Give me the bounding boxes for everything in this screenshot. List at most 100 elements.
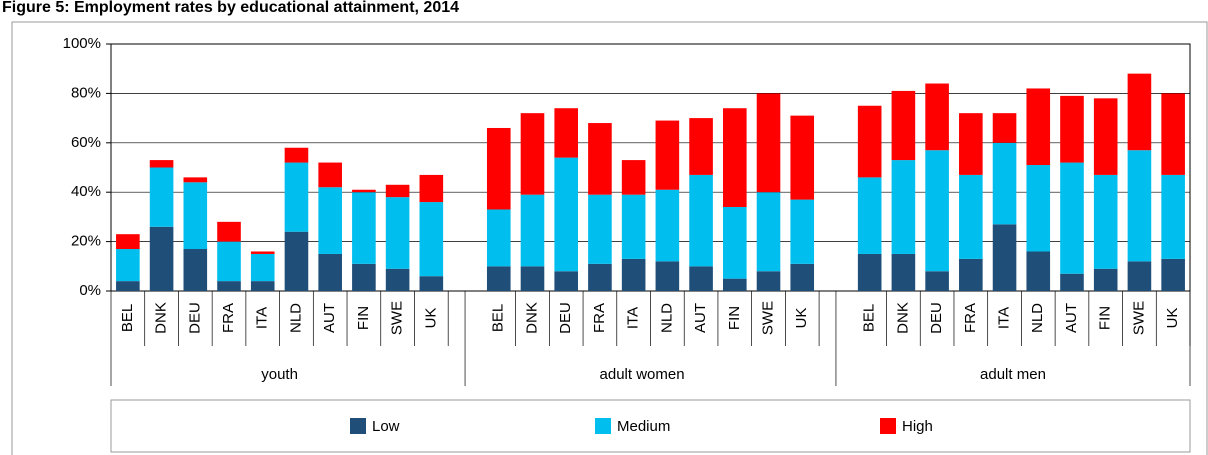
y-tick-label: 80% xyxy=(71,84,101,101)
x-tick-label: ITA xyxy=(996,307,1013,329)
bar-segment xyxy=(992,113,1017,143)
y-tick-label: 0% xyxy=(79,282,101,299)
bar-segment xyxy=(183,249,208,291)
bar-segment xyxy=(588,123,612,195)
bar-segment xyxy=(352,189,376,193)
bar-segment xyxy=(1093,98,1118,175)
bar-segment xyxy=(486,209,511,267)
bar-segment xyxy=(756,192,781,272)
x-tick-label: SWE xyxy=(389,301,406,335)
bar-segment xyxy=(419,276,444,291)
bar-segment xyxy=(385,184,410,198)
bar-segment xyxy=(588,194,612,264)
bar-segment xyxy=(318,162,342,188)
bar-segment xyxy=(318,253,342,291)
x-tick-label: BEL xyxy=(119,304,136,332)
bar-segment xyxy=(116,249,140,282)
bar-segment xyxy=(318,187,342,254)
bar-segment xyxy=(250,251,275,254)
bar-segment xyxy=(116,281,140,291)
bar-segment xyxy=(419,174,444,203)
x-tick-label: SWE xyxy=(759,301,776,335)
bar-segment xyxy=(149,167,174,227)
x-tick-label: SWE xyxy=(1130,301,1147,335)
x-tick-label: FIN xyxy=(726,306,743,330)
y-tick-label: 100% xyxy=(63,35,101,52)
x-tick-label: DNK xyxy=(523,302,540,334)
bar-segment xyxy=(149,160,174,168)
x-tick-label: AUT xyxy=(321,303,338,333)
bar-segment xyxy=(217,221,241,242)
x-tick-label: DEU xyxy=(928,302,945,334)
bar-segment xyxy=(284,162,309,232)
bar-segment xyxy=(1161,174,1185,259)
bar-segment xyxy=(284,147,309,163)
bar-segment xyxy=(554,271,579,291)
bar-segment xyxy=(959,174,983,259)
x-tick-label: NLD xyxy=(658,303,675,333)
bar-segment xyxy=(554,157,579,272)
bar-segment xyxy=(655,120,680,190)
bar-segment xyxy=(588,263,612,291)
bar-segment xyxy=(1127,261,1152,291)
bar-segment xyxy=(385,197,410,269)
bar-segment xyxy=(756,93,781,193)
bar-segment xyxy=(1093,268,1118,291)
legend-label: Low xyxy=(372,418,400,435)
group-label: adult women xyxy=(600,366,685,383)
bar-segment xyxy=(1026,88,1051,166)
x-tick-label: BEL xyxy=(861,304,878,332)
bar-segment xyxy=(857,177,882,254)
legend-label: Medium xyxy=(617,418,670,435)
x-tick-label: FIN xyxy=(355,306,372,330)
bar-segment xyxy=(1026,251,1051,291)
bar-segment xyxy=(655,261,680,291)
bar-segment xyxy=(250,281,275,291)
x-tick-label: FIN xyxy=(1097,306,1114,330)
legend-swatch xyxy=(350,418,366,434)
bar-segment xyxy=(756,271,781,291)
bar-segment xyxy=(1093,174,1118,269)
bar-segment xyxy=(655,189,680,262)
bar-segment xyxy=(520,266,545,291)
bar-segment xyxy=(554,108,579,158)
chart-title: Figure 5: Employment rates by educationa… xyxy=(2,0,459,16)
bar-segment xyxy=(621,160,646,195)
legend-swatch xyxy=(595,418,611,434)
bar-segment xyxy=(1161,258,1185,291)
bar-segment xyxy=(149,226,174,291)
bar-segment xyxy=(1060,162,1084,274)
x-tick-label: FRA xyxy=(962,303,979,333)
group-label: youth xyxy=(261,366,298,383)
bar-segment xyxy=(352,263,376,291)
bar-segment xyxy=(217,281,241,291)
x-tick-label: DEU xyxy=(186,302,203,334)
bar-segment xyxy=(689,118,713,175)
bar-segment xyxy=(352,192,376,264)
x-tick-label: UK xyxy=(793,308,810,329)
bar-segment xyxy=(1161,93,1185,175)
bar-segment xyxy=(689,266,713,291)
bar-segment xyxy=(419,202,444,277)
bar-segment xyxy=(486,127,511,210)
bar-segment xyxy=(925,83,949,151)
bar-segment xyxy=(790,263,815,291)
bar-segment xyxy=(183,182,208,250)
x-tick-label: ITA xyxy=(254,307,271,329)
bar-segment xyxy=(891,90,916,161)
bar-segment xyxy=(217,241,241,282)
x-tick-label: FRA xyxy=(591,303,608,333)
bar-segment xyxy=(790,199,815,264)
bar-segment xyxy=(520,194,545,267)
bar-segment xyxy=(790,115,815,200)
y-tick-label: 60% xyxy=(71,134,101,151)
bar-segment xyxy=(486,266,511,291)
bar-segment xyxy=(992,224,1017,291)
bar-segment xyxy=(1127,150,1152,262)
bar-segment xyxy=(891,253,916,291)
chart-frame xyxy=(11,21,1208,455)
x-tick-label: DNK xyxy=(153,302,170,334)
x-tick-label: DEU xyxy=(557,302,574,334)
